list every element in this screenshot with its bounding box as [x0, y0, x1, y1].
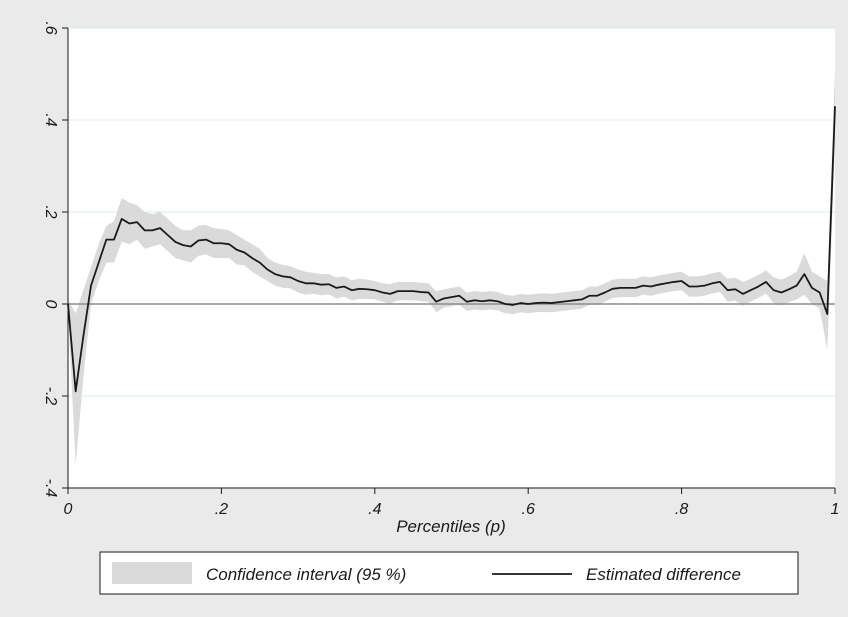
y-tick-label: -.4 — [42, 479, 59, 498]
y-tick-label: -.2 — [42, 387, 59, 406]
y-tick-label: .2 — [42, 205, 59, 218]
legend: Confidence interval (95 %) Estimated dif… — [99, 551, 799, 595]
legend-band-label: Confidence interval (95 %) — [206, 565, 406, 584]
y-tick-label: 0 — [42, 300, 59, 309]
x-axis-label: Percentiles (p) — [396, 517, 506, 536]
x-tick-label: .8 — [675, 501, 688, 518]
estimate-line-layer — [67, 106, 836, 393]
gridlines — [68, 27, 835, 397]
legend-box — [99, 551, 799, 595]
x-tick-label: .4 — [368, 501, 381, 518]
y-tick-label: .6 — [42, 21, 59, 34]
x-tick-label: 1 — [831, 501, 840, 518]
legend-line-label: Estimated difference — [586, 565, 741, 584]
y-tick-label: .4 — [42, 113, 59, 126]
x-axis-ticks: 0 .2 .4 .6 .8 1 — [64, 488, 840, 518]
x-tick-label: 0 — [64, 501, 73, 518]
x-tick-label: .2 — [215, 501, 228, 518]
estimated-difference-line — [67, 106, 836, 393]
legend-band-swatch — [112, 562, 192, 584]
x-tick-label: .6 — [522, 501, 535, 518]
y-axis-ticks: -.4 -.2 0 .2 .4 .6 — [42, 21, 68, 497]
